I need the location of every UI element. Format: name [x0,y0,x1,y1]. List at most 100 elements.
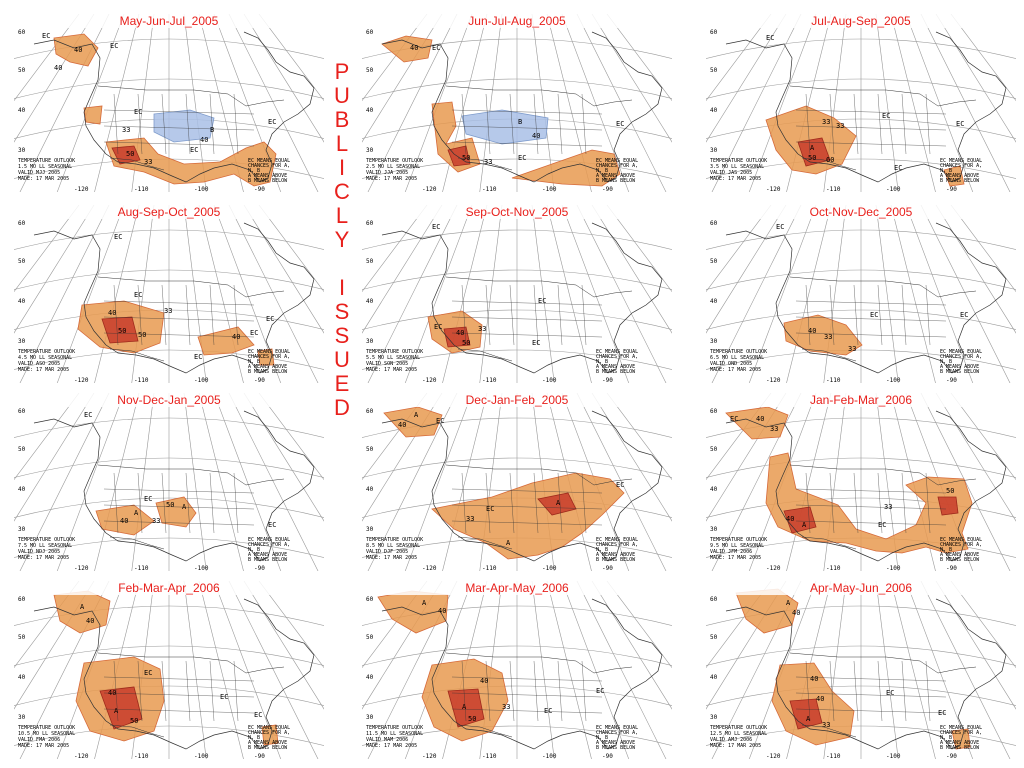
longitude-label: -120 [74,377,89,383]
region-label: 33 [144,158,152,166]
outlook-map-panel: 60 50 40 30 -120 -110 -100 -90 EC 40 B 40 50 33 EC EC TE… [362,14,672,192]
legend-line: EC MEANS EQUAL [596,349,638,355]
stamp-letter: S [334,323,350,348]
region-label: 40 [756,415,764,423]
region-label: 50 [126,150,134,158]
region-label: 40 [74,46,82,54]
outlook-footer-line: MADE: 17 MAR 2005 [366,555,417,561]
legend-line: N, B [596,168,608,174]
region-label: 33 [122,126,130,134]
outlook-footer-line: VALID DJF 2005 [366,549,408,555]
legend-line: B MEANS BELOW [596,557,636,563]
outlook-map: 60 50 40 30 -120 -110 -100 -90 EC EC A A 33 40 50 EC TEM… [14,393,324,571]
outlook-footer-line: TEMPERATURE OUTLOOK [710,725,767,731]
region-label: 50 [130,717,138,725]
region-label: 40 [120,517,128,525]
above-normal-region [383,406,443,438]
legend-line: A MEANS ABOVE [596,364,635,370]
region-label: A [182,503,187,511]
above-normal-region [951,728,971,750]
panel-title: Jan-Feb-Mar_2006 [706,393,1016,407]
outlook-footer-line: VALID NDJ 2005 [18,549,60,555]
stamp-letter: L [335,203,349,228]
outlook-map-panel: 60 50 40 30 -120 -110 -100 -90 EC EC EC 40 33 50 EC TEM… [362,205,672,383]
legend-line: CHANCES FOR A, [596,730,638,736]
region-label: 50 [946,487,954,495]
region-label: 50 [462,154,470,162]
legend-line: N, B [596,735,608,741]
region-label: EC [870,311,878,319]
coastline [381,598,663,750]
latitude-label: 30 [366,526,374,533]
region-label: EC [84,411,92,419]
coastline [725,31,1007,183]
region-label: A [414,411,419,419]
region-label: EC [190,146,198,154]
longitude-label: -100 [886,753,901,759]
longitude-label: -100 [194,565,209,571]
latitude-label: 40 [18,107,26,114]
outlook-footer-line: 11.5 MO LL SEASONAL [366,731,423,737]
region-label: A [810,144,815,152]
longitude-label: -100 [542,565,557,571]
legend-line: CHANCES FOR A, [248,354,290,360]
region-label: 33 [502,703,510,711]
latitude-label: 40 [710,298,718,305]
outlook-footer-line: TEMPERATURE OUTLOOK [18,158,75,164]
longitude-label: -120 [422,377,437,383]
outlook-map-panel: 60 50 40 30 -120 -110 -100 -90 EC EC 40 33 33 EC TEMPE… [706,205,1016,383]
longitude-label: -90 [946,753,957,759]
region-label: EC [432,223,440,231]
above-normal-region [789,698,823,730]
coastline [33,598,315,750]
region-label: A [462,703,467,711]
outlook-footer-line: 4.5 MO LL SEASONAL [18,355,72,361]
above-normal-region [261,724,279,746]
above-normal-region [53,590,111,634]
legend-line: B MEANS BELOW [596,178,636,184]
latitude-label: 40 [18,486,26,493]
latitude-label: 60 [18,408,26,415]
region-label: A [506,539,511,547]
outlook-map-panel: 60 50 40 30 -120 -110 -100 -90 EC 33 33 A 50 60 EC EC EC… [706,14,1016,192]
region-label: EC [544,707,552,715]
longitude-label: -100 [886,186,901,192]
region-label: EC [114,233,122,241]
above-normal-region [537,492,577,516]
legend-line: A MEANS ABOVE [596,740,635,746]
legend-line: N, B [248,547,260,553]
above-normal-region [105,137,277,187]
coastline [381,222,663,374]
coastline [725,410,1007,562]
stamp-letter: B [334,107,350,132]
legend-line: B MEANS BELOW [940,369,980,375]
outlook-footer-line: TEMPERATURE OUTLOOK [366,158,423,164]
legend-line: N, B [596,547,608,553]
outlook-footer-line: MADE: 17 MAR 2005 [366,367,417,373]
outlook-map-panel: 60 50 40 30 -120 -110 -100 -90 EC 40 33 A EC 33 50 40 TE… [706,393,1016,571]
panel-title: Jul-Aug-Sep_2005 [706,14,1016,28]
legend-line: CHANCES FOR A, [596,354,638,360]
latitude-label: 40 [710,486,718,493]
coastline [33,31,315,183]
latitude-label: 60 [366,29,374,36]
panel-title: Jun-Jul-Aug_2005 [362,14,672,28]
region-label: EC [144,669,152,677]
outlook-footer-line: VALID OND 2005 [710,361,752,367]
legend-line: CHANCES FOR A, [940,354,982,360]
region-label: EC [434,323,442,331]
above-normal-region [381,35,433,63]
latitude-label: 50 [710,67,718,74]
outlook-footer-line: MADE: 17 MAR 2005 [18,743,69,749]
region-label: EC [766,34,774,42]
outlook-footer-line: TEMPERATURE OUTLOOK [18,537,75,543]
above-normal-region [83,105,103,125]
longitude-label: -110 [134,186,149,192]
outlook-footer-line: 3.5 MO LL SEASONAL [710,164,764,170]
latitude-label: 50 [366,634,374,641]
longitude-label: -90 [254,186,265,192]
legend-line: CHANCES FOR A, [940,730,982,736]
graticule [706,393,1016,571]
outlook-footer-line: TEMPERATURE OUTLOOK [18,349,75,355]
